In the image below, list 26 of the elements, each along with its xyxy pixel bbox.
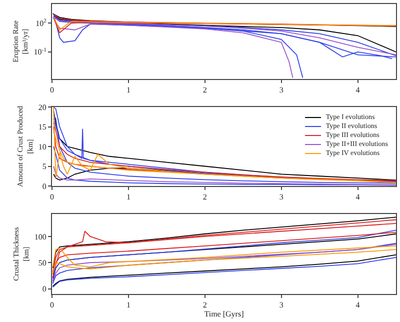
y-tick-label: 20 xyxy=(38,102,46,112)
x-tick-label: 4 xyxy=(356,192,360,202)
x-tick-label: 2 xyxy=(202,192,207,202)
y-tick-label: 10$^{-1}$ xyxy=(34,47,47,57)
y-tick-label: 10$^{2}$ xyxy=(36,18,47,28)
x-tick-label: 3 xyxy=(279,192,284,202)
y-tick-label: 50 xyxy=(38,258,46,268)
y-tick-label: 15 xyxy=(38,122,46,132)
x-tick-label: 1 xyxy=(126,300,130,310)
x-tick-label: 0 xyxy=(50,300,54,310)
x-tick-label: 1 xyxy=(126,86,130,95)
x-tick-label: 0 xyxy=(50,192,54,202)
x-tick-label: 4 xyxy=(356,86,360,95)
x-tick-label: 2 xyxy=(202,300,207,310)
y-tick-label: 0 xyxy=(42,284,46,294)
x-axis-title: Time [Gyrs] xyxy=(204,310,244,319)
y-tick-label: 10 xyxy=(38,142,46,152)
x-tick-label: 3 xyxy=(279,300,284,310)
y-tick-label: 100 xyxy=(34,232,46,242)
x-tick-label: 2 xyxy=(202,86,207,95)
x-tick-label: 4 xyxy=(356,300,360,310)
x-tick-label: 1 xyxy=(126,192,130,202)
y-tick-label: 0 xyxy=(42,182,46,191)
x-tick-label: 0 xyxy=(50,86,54,95)
y-tick-label: 5 xyxy=(42,162,46,172)
x-tick-label: 3 xyxy=(279,86,284,95)
